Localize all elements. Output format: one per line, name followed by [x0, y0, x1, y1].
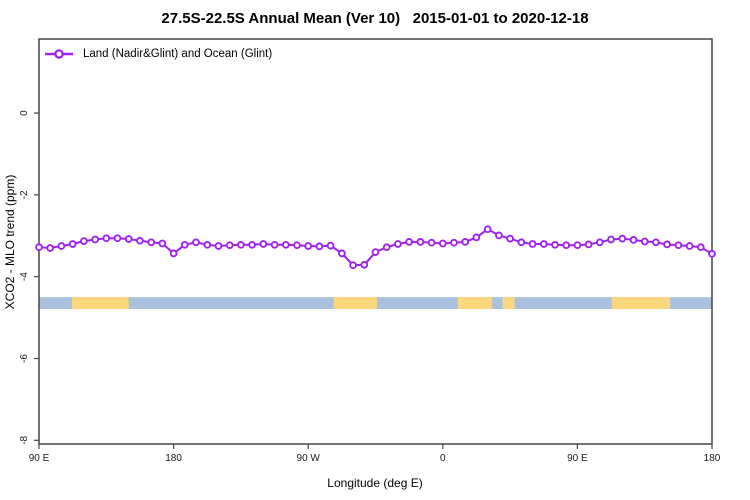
data-point-marker — [450, 238, 458, 247]
data-point-marker — [663, 240, 671, 249]
data-point-marker — [652, 238, 660, 247]
data-point-marker — [483, 225, 492, 234]
y-tick-label: -2 — [19, 190, 30, 199]
data-point-marker — [551, 240, 559, 249]
data-point-marker — [394, 240, 402, 248]
data-point-marker — [304, 242, 313, 250]
legend: Land (Nadir&Glint) and Ocean (Glint) — [44, 48, 272, 60]
data-point-marker — [495, 231, 503, 240]
data-point-marker — [338, 249, 346, 258]
data-point-marker — [102, 234, 111, 243]
data-point-marker — [113, 234, 122, 243]
data-point-marker — [640, 237, 649, 246]
x-tick-label: 180 — [165, 453, 182, 464]
data-point-marker — [461, 238, 470, 246]
data-point-marker — [472, 233, 481, 242]
data-point-marker — [46, 244, 55, 252]
x-tick-label: 0 — [440, 453, 446, 464]
data-point-marker — [562, 241, 571, 250]
data-point-marker — [629, 236, 638, 244]
y-tick-label: -6 — [19, 354, 30, 363]
data-point-marker — [584, 240, 593, 249]
data-point-marker — [214, 242, 223, 250]
legend-label: Land (Nadir&Glint) and Ocean (Glint) — [83, 48, 273, 60]
data-point-marker — [158, 239, 167, 248]
data-point-marker — [506, 234, 514, 243]
data-point-marker — [248, 240, 256, 249]
data-point-marker — [371, 248, 380, 256]
data-point-marker — [382, 243, 391, 252]
data-point-marker — [225, 241, 234, 250]
data-point-marker — [35, 243, 43, 252]
data-point-marker — [68, 240, 77, 248]
x-tick-label: 90 E — [567, 453, 588, 464]
y-tick-label: -4 — [19, 272, 30, 281]
data-point-marker — [573, 241, 582, 250]
data-point-marker — [259, 240, 268, 248]
data-point-marker — [192, 238, 200, 247]
surface-band-land-segment — [333, 297, 377, 309]
plot-border — [38, 38, 713, 445]
chart-title: 27.5S-22.5S Annual Mean (Ver 10) 2015-01… — [161, 10, 589, 27]
data-point-marker — [438, 239, 447, 248]
data-point-marker — [169, 249, 178, 258]
data-point-marker — [57, 242, 66, 250]
data-point-marker — [124, 235, 133, 243]
data-point-marker — [528, 240, 537, 248]
data-point-marker — [674, 241, 683, 250]
data-point-marker — [237, 240, 245, 249]
data-point-marker — [147, 238, 156, 247]
data-point-marker — [91, 235, 99, 244]
x-tick-label: 90 E — [29, 453, 50, 464]
data-point-marker — [405, 238, 413, 246]
data-point-marker — [180, 240, 189, 249]
data-point-marker — [539, 240, 548, 248]
surface-band-land-segment — [457, 297, 493, 309]
x-axis-label: Longitude (deg E) — [327, 476, 423, 490]
data-point-marker — [607, 235, 615, 244]
data-point-marker — [315, 242, 324, 251]
data-point-marker — [80, 237, 88, 245]
surface-band-land-segment — [71, 297, 129, 309]
data-point-marker — [595, 238, 604, 247]
data-point-marker — [203, 240, 212, 249]
legend-line-marker-icon — [45, 49, 73, 59]
data-point-marker — [416, 238, 425, 246]
data-point-marker — [281, 240, 290, 249]
data-point-marker — [326, 241, 335, 250]
data-point-marker — [136, 236, 144, 245]
surface-band-land-segment — [611, 297, 671, 309]
data-point-marker — [349, 261, 357, 270]
y-tick-label: -8 — [19, 435, 30, 444]
data-point-marker — [427, 238, 436, 247]
x-tick-label: 90 W — [297, 453, 321, 464]
data-point-marker — [696, 243, 705, 252]
data-point-marker — [517, 238, 526, 247]
data-point-marker — [618, 234, 627, 243]
data-line — [38, 228, 713, 267]
surface-band-land-segment — [502, 297, 515, 309]
x-tick-label: 180 — [704, 453, 721, 464]
data-point-marker — [360, 260, 369, 269]
y-tick-label: 0 — [19, 110, 30, 116]
data-point-marker — [685, 242, 694, 250]
data-point-marker — [293, 241, 301, 250]
data-point-marker — [270, 240, 279, 249]
data-point-marker — [708, 249, 716, 258]
